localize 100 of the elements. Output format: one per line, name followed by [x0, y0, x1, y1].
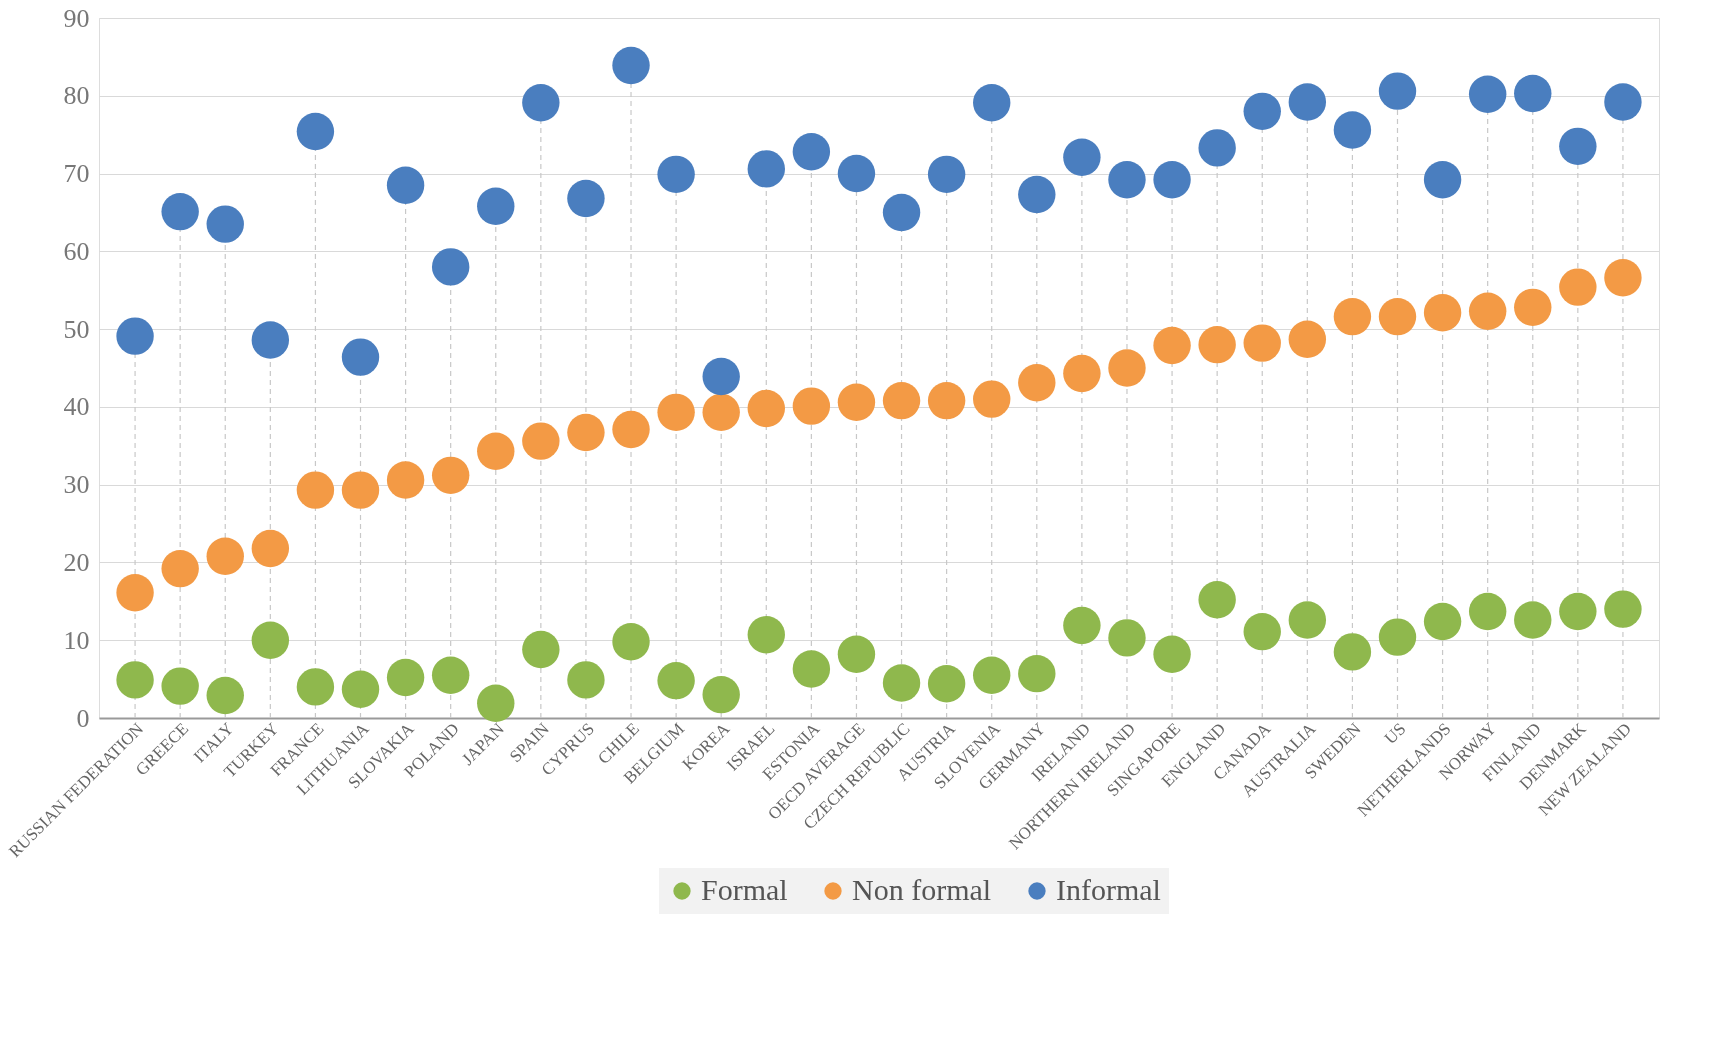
point	[612, 623, 650, 661]
point	[1423, 161, 1462, 199]
point	[837, 383, 876, 421]
point	[927, 155, 966, 193]
point	[1288, 601, 1327, 639]
point	[973, 380, 1011, 418]
point	[1108, 619, 1146, 657]
point	[1514, 74, 1552, 113]
point	[522, 422, 560, 460]
point	[1604, 259, 1642, 297]
y-tick-label: 80	[63, 81, 90, 111]
point	[657, 662, 695, 700]
point	[1604, 83, 1642, 121]
point	[792, 387, 831, 425]
point	[837, 154, 876, 193]
point	[702, 393, 740, 431]
point	[1423, 294, 1462, 332]
point	[1018, 175, 1056, 214]
point	[882, 382, 921, 420]
point	[341, 471, 380, 509]
point	[1198, 581, 1236, 619]
point	[1108, 349, 1146, 387]
legend-label: Formal	[701, 873, 788, 906]
point	[116, 317, 154, 355]
point	[612, 46, 650, 85]
point	[116, 574, 154, 612]
point	[1514, 601, 1552, 639]
point	[1288, 83, 1327, 121]
point	[1153, 161, 1191, 199]
point	[1468, 592, 1507, 631]
point	[296, 471, 335, 509]
point	[296, 668, 335, 706]
point	[161, 667, 199, 705]
legend-label: Informal	[1056, 873, 1161, 906]
point	[1559, 268, 1597, 306]
point	[1378, 72, 1417, 110]
point	[1604, 590, 1642, 628]
point	[927, 665, 966, 703]
point	[386, 461, 425, 499]
point	[657, 393, 695, 431]
point	[1288, 320, 1327, 358]
point	[1468, 292, 1507, 330]
point	[386, 658, 425, 697]
y-tick-label: 10	[63, 625, 90, 655]
point	[1559, 592, 1597, 631]
y-tick-label: 60	[63, 236, 90, 266]
point	[431, 248, 470, 286]
y-tick-label: 70	[63, 159, 90, 189]
point	[837, 635, 876, 673]
point	[1153, 635, 1191, 673]
point	[1243, 324, 1281, 362]
y-tick-label: 90	[63, 3, 90, 33]
y-tick-label: 30	[63, 470, 90, 500]
point	[657, 155, 695, 193]
point	[1243, 613, 1281, 651]
point	[1153, 326, 1191, 365]
point	[747, 389, 785, 428]
point	[1063, 606, 1101, 645]
point	[612, 410, 650, 449]
point	[1378, 618, 1417, 656]
point	[206, 676, 244, 715]
point	[522, 84, 560, 122]
point	[386, 166, 425, 204]
point	[1198, 326, 1236, 364]
point	[1108, 161, 1146, 199]
point	[161, 550, 199, 588]
point	[1333, 111, 1372, 149]
point	[567, 661, 605, 699]
y-tick-label: 20	[63, 547, 90, 577]
point	[1018, 364, 1056, 402]
point	[747, 150, 785, 188]
point	[1243, 92, 1281, 130]
point	[792, 133, 831, 171]
point	[206, 537, 244, 575]
point	[927, 382, 966, 420]
point	[431, 456, 470, 494]
point	[882, 193, 921, 232]
point	[1198, 129, 1236, 167]
point	[477, 187, 515, 225]
point	[251, 321, 290, 359]
point	[882, 664, 921, 702]
point	[973, 84, 1011, 122]
point	[161, 193, 199, 231]
point	[477, 684, 515, 722]
point	[116, 661, 154, 699]
y-tick-label: 50	[63, 314, 90, 344]
point	[296, 112, 335, 151]
point	[1333, 633, 1372, 671]
point	[251, 529, 290, 568]
point	[341, 670, 380, 708]
point	[1333, 298, 1372, 336]
point	[792, 650, 831, 688]
point	[1468, 75, 1507, 113]
point	[973, 656, 1011, 694]
point	[431, 656, 470, 694]
point	[1063, 138, 1101, 176]
point	[522, 630, 560, 669]
point	[206, 205, 244, 243]
point	[1063, 354, 1101, 393]
y-tick-label: 40	[63, 392, 90, 422]
